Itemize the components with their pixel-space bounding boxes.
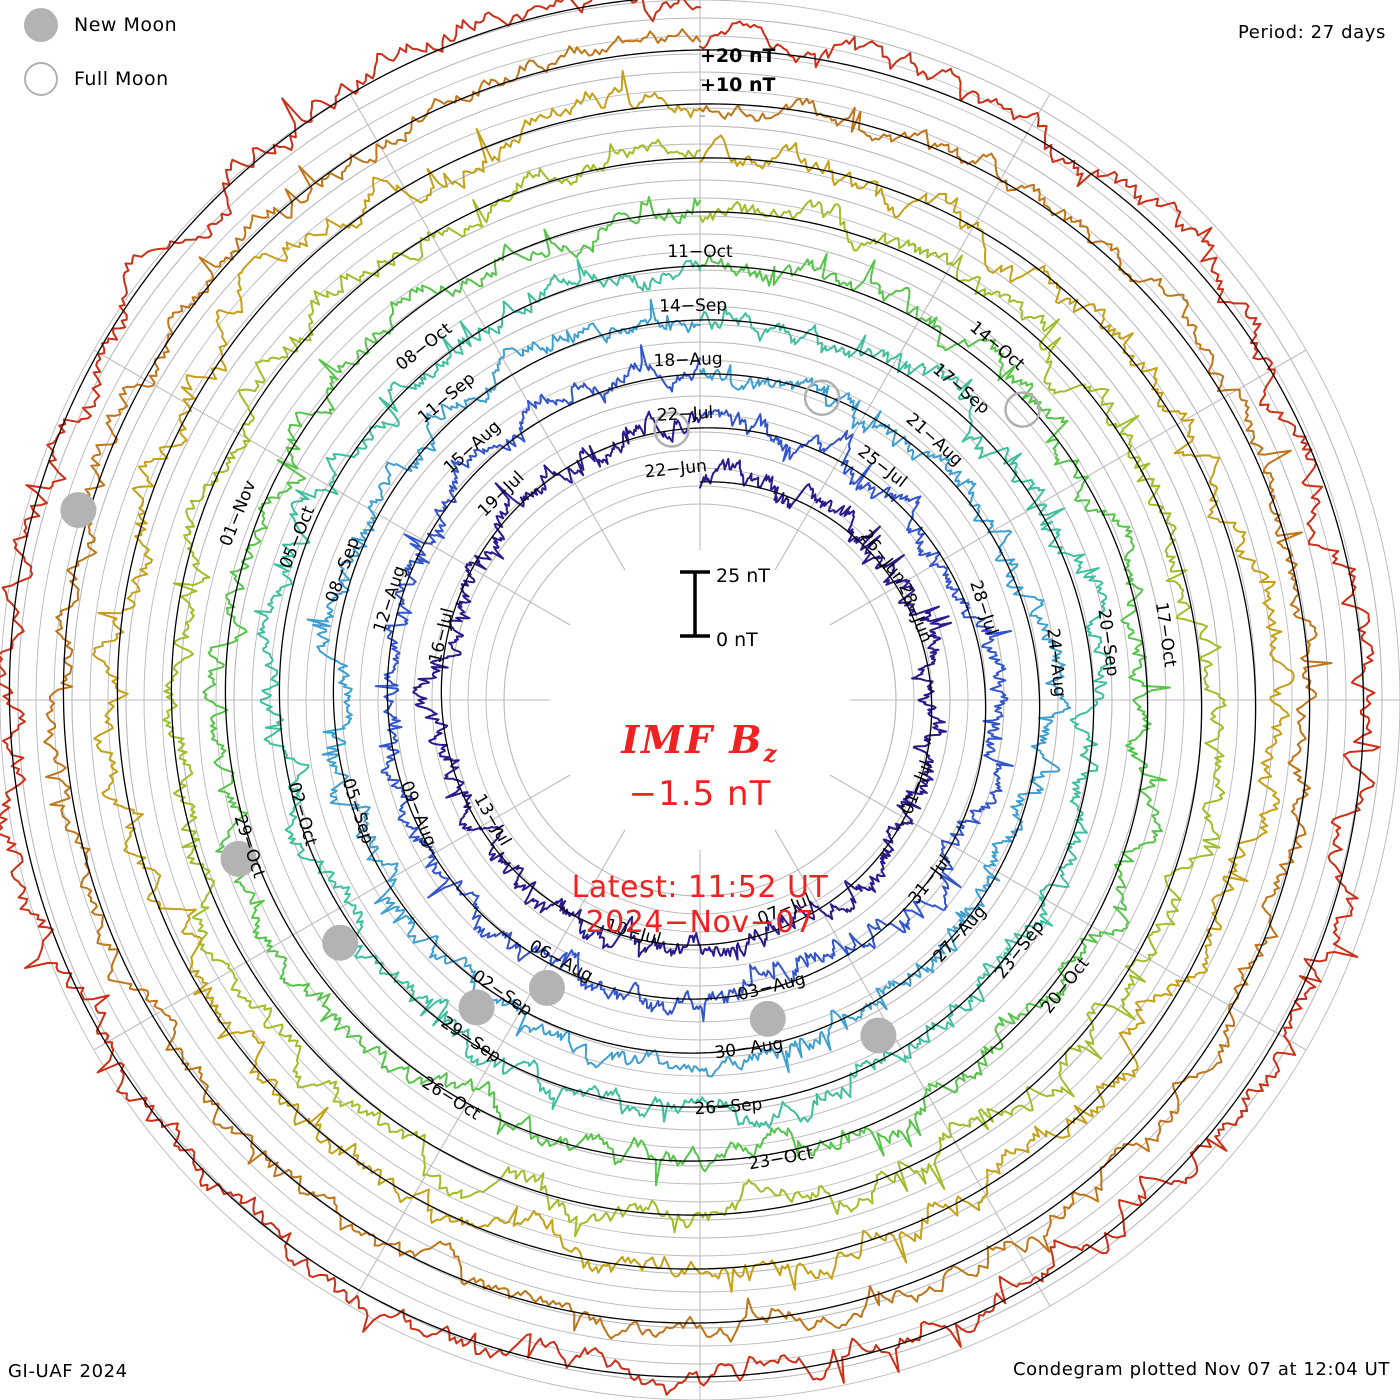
scale-bar-bottom-label: 0 nT [716,629,758,651]
arc-date-label: 26−Oct [418,1073,484,1125]
data-trace-rot-05 [202,195,1171,1187]
baseline-arc [332,319,1041,1054]
full-moon-marker [653,411,690,448]
baseline-arc [386,373,987,1000]
plotted-timestamp-label: Condegram plotted Nov 07 at 12:04 UT [1012,1359,1390,1380]
grid-spoke [774,93,1051,571]
ring-label-20nt: +20 nT [700,45,776,67]
imf-subscript: z [763,740,779,768]
center-annotation: IMF Bz −1.5 nT Latest: 11:52 UT 2024−Nov… [420,717,980,941]
baseline-arc [278,265,1095,1108]
scale-bar-ibeam [680,570,710,638]
data-trace-rot-03 [306,298,1072,1078]
baseline-arc [170,157,1203,1216]
scale-bar [680,570,710,638]
new-moon-marker [528,969,565,1006]
legend-item-new-moon: New Moon [24,8,177,42]
new-moon-marker [749,1000,786,1037]
grid-spoke [93,774,571,1051]
grid-spoke [829,774,1307,1051]
data-trace-rot-07 [92,69,1295,1293]
full-moon-marker [803,379,841,416]
ring-tick-lines [700,79,706,117]
full-moon-icon [24,62,58,96]
ring-label-10nt: +10 nT [700,74,776,96]
new-moon-marker [322,924,359,961]
imf-current-value: −1.5 nT [628,773,772,814]
imf-quantity-title: IMF Bz [420,717,980,768]
baseline-arc [224,211,1149,1162]
scale-bar-top-label: 25 nT [716,565,770,587]
arc-date-label: 21−Aug [902,409,967,470]
data-trace-rot-01 [412,410,953,961]
grid-spoke [829,349,1307,626]
arc-date-label: 22−Jul [656,403,713,426]
arc-date-label: 26−Sep [694,1095,763,1120]
new-moon-marker [220,840,257,877]
baseline-arc [62,49,1311,1324]
legend-label-full-moon: Full Moon [74,68,169,90]
new-moon-marker [458,989,495,1026]
arc-date-label: 14−Sep [659,295,727,316]
arc-date-label: 18−Aug [653,349,723,371]
arc-date-label: 11−Oct [667,242,733,262]
arc-date-label: 22−Jun [644,456,708,482]
full-moon-marker [1004,391,1041,428]
baseline-arc [440,427,933,946]
new-moon-marker [60,491,97,528]
imf-quantity-text: IMF B [621,717,764,762]
baseline-arc [116,103,1257,1270]
data-trace-rot-06 [161,138,1227,1238]
baseline-arc [8,0,1365,1378]
date-labels: 22−Jun26−Jun28−Jun01−Jul07−Jul10−Jul13−J… [216,242,1180,1174]
arc-date-label: 24−Aug [1042,627,1069,698]
grid-spoke [349,829,626,1307]
latest-time: Latest: 11:52 UT [571,869,829,905]
arc-date-label: 20−Sep [1093,608,1122,678]
latest-date: 2024−Nov−07 [585,905,815,941]
new-moon-marker [860,1017,897,1054]
baseline-arcs [8,0,1365,1378]
data-trace-rot-02 [374,344,1014,1023]
data-trace-rot-08 [43,28,1333,1343]
legend-label-new-moon: New Moon [74,14,178,36]
new-moon-icon [24,8,58,42]
credit-label: GI-UAF 2024 [8,1361,128,1382]
legend-item-full-moon: Full Moon [24,62,169,96]
period-label: Period: 27 days [1237,22,1386,43]
moon-phase-markers [60,379,1041,1054]
